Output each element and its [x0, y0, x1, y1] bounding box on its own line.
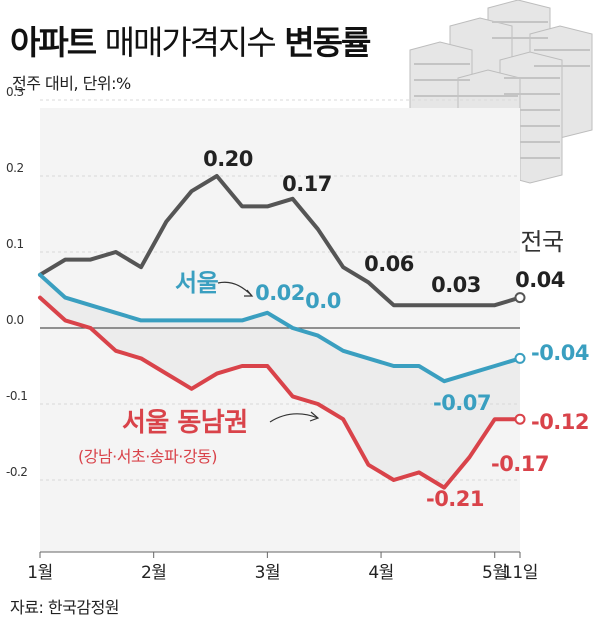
y-tick-label: 0.0 — [6, 313, 24, 327]
gangnam-pointer-arrow — [309, 411, 320, 422]
series-label-gangnam: 서울 동남권 — [122, 408, 248, 438]
y-tick-label: -0.1 — [6, 389, 27, 403]
end-marker — [514, 292, 526, 304]
data-label-seoul: -0.04 — [531, 341, 589, 365]
data-label-seoul: 0.02 — [255, 281, 305, 305]
gangnam-pointer — [269, 413, 319, 423]
chart-subtitle: 전주 대비, 단위:% — [12, 74, 131, 93]
y-tick-label: 0.3 — [6, 85, 24, 99]
series-line — [38, 272, 522, 384]
data-label-nation: 0.04 — [515, 268, 565, 292]
y-tick-label: 0.1 — [6, 237, 24, 251]
data-label-nation: 0.20 — [203, 147, 253, 171]
x-tick-label: 1월 — [27, 563, 52, 583]
series-sublabel-gangnam: (강남·서초·송파·강동) — [78, 447, 217, 466]
chart-title: 아파트 매매가격지수 변동률 — [10, 23, 371, 62]
x-tick-label: 5월 — [482, 563, 507, 583]
seoul-pointer-arrow — [244, 289, 254, 297]
x-tick-label: 3월 — [255, 563, 280, 583]
source-note: 자료: 한국감정원 — [10, 598, 120, 617]
series-seoul — [38, 272, 526, 384]
data-label-nation: 0.06 — [364, 252, 414, 276]
x-tick-label: 4월 — [368, 563, 393, 583]
x-tick-label: 2월 — [141, 563, 166, 583]
end-marker — [514, 413, 526, 425]
series-gangnam — [38, 295, 526, 490]
data-label-seoul: -0.07 — [433, 391, 491, 415]
data-label-gangnam: -0.21 — [426, 487, 484, 511]
series-nation — [38, 174, 526, 308]
y-tick-label: 0.2 — [6, 161, 24, 175]
data-label-nation: 0.03 — [431, 273, 481, 297]
series-line — [38, 295, 522, 490]
data-label-gangnam: -0.17 — [491, 452, 549, 476]
series-line — [38, 174, 522, 308]
y-tick-label: -0.2 — [6, 465, 27, 479]
x-tick-label: 11일 — [502, 563, 538, 583]
end-marker — [514, 352, 526, 364]
y-axis — [40, 99, 520, 481]
series-label-seoul: 서울 — [175, 269, 219, 297]
data-label-nation: 0.17 — [282, 172, 332, 196]
data-label-gangnam: -0.12 — [531, 410, 589, 434]
data-label-seoul: 0.0 — [305, 289, 341, 313]
x-axis — [39, 551, 521, 558]
series-label-nation: 전국 — [520, 228, 563, 256]
